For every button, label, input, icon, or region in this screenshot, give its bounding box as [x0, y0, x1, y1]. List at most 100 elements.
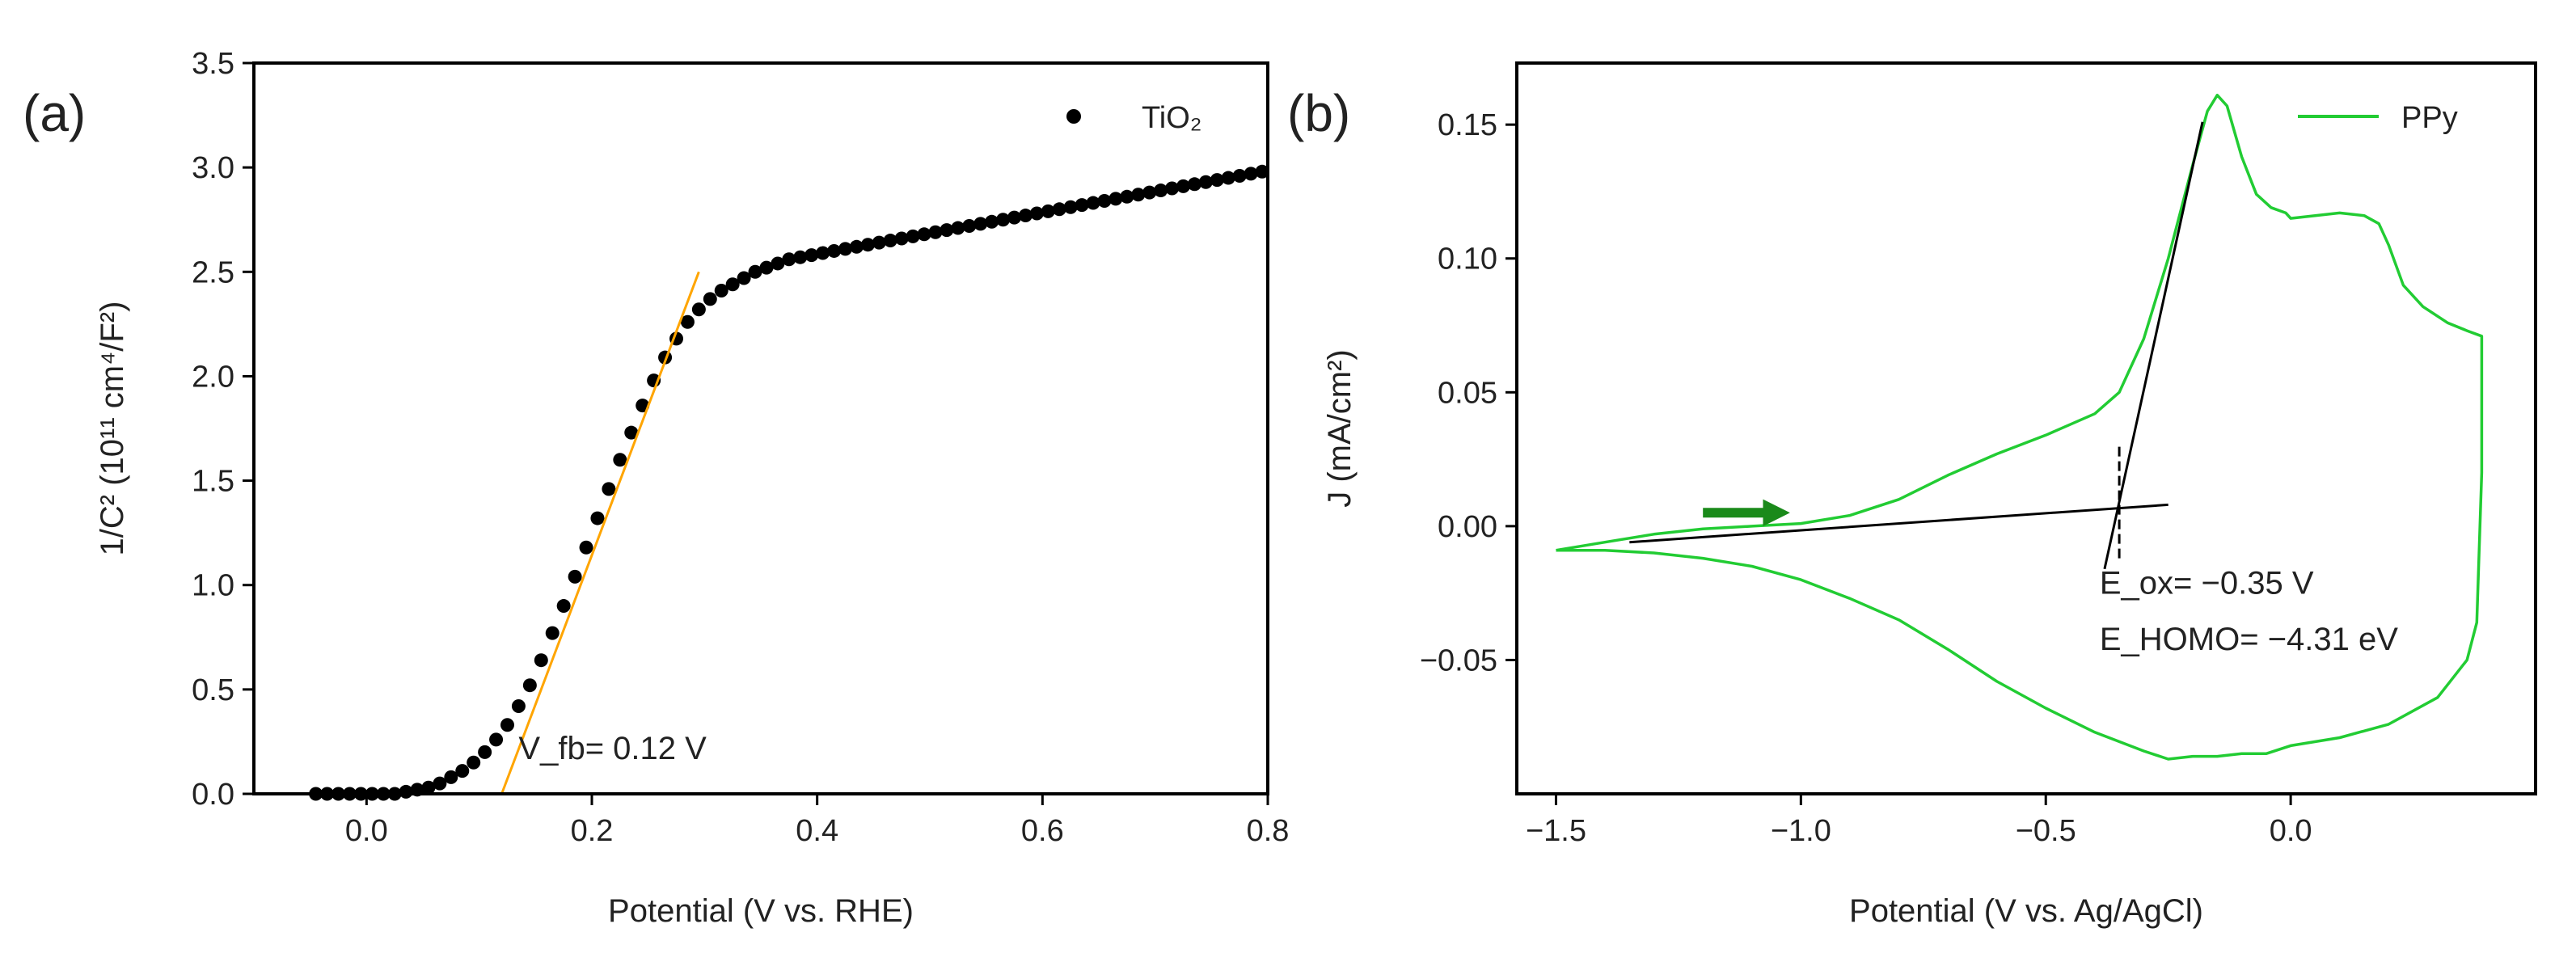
legend-b: PPy: [2298, 101, 2458, 135]
eox-annotation: E_ox= −0.35 V: [2100, 565, 2314, 601]
tio2-point: [534, 653, 548, 668]
tio2-point: [1187, 177, 1201, 192]
axes-frame-a: [252, 61, 1269, 795]
tio2-point: [985, 214, 999, 229]
tio2-point: [1154, 184, 1168, 198]
tio2-point: [1120, 189, 1134, 204]
plot-area-b: [1556, 93, 2484, 761]
tio2-point: [522, 678, 537, 693]
x-axis-label-a: Potential (V vs. RHE): [608, 893, 914, 929]
chart-panel-a: 0.0 0.2 0.4 0.6 0.8 0.0 0.5 1.0 1.5 2.0 2.5 3.0 3.5…: [95, 47, 1289, 929]
vfb-fit-line: [500, 271, 700, 795]
tio2-point: [511, 699, 526, 714]
ppy-cv-curve: [1556, 93, 2484, 761]
tio2-point: [613, 453, 627, 467]
tio2-point: [691, 302, 706, 317]
tio2-point: [1052, 202, 1066, 217]
legend-label-ppy: PPy: [2401, 101, 2458, 135]
tio2-point: [793, 250, 808, 264]
y-axis-b: −0.05 0.00 0.05 0.10 0.15: [1420, 108, 1517, 677]
tio2-point: [906, 229, 920, 243]
tio2-point: [1097, 193, 1112, 208]
tio2-point: [602, 482, 616, 496]
tio2-point: [804, 248, 819, 263]
tio2-point: [940, 223, 954, 238]
tio2-point: [759, 260, 774, 275]
tio2-point: [849, 239, 864, 254]
x-tick-label-b: −1.0: [1771, 814, 1831, 848]
tio2-point: [1131, 188, 1146, 202]
y-axis-label-b: J (mA/cm²): [1322, 349, 1358, 508]
x-tick-label-a: 0.6: [1021, 814, 1064, 848]
tio2-point: [1007, 210, 1021, 225]
y-tick-label-b: 0.05: [1438, 376, 1497, 410]
x-axis-label-b: Potential (V vs. Ag/AgCl): [1849, 893, 2203, 929]
tio2-point: [478, 745, 492, 759]
ehomo-annotation: E_HOMO= −4.31 eV: [2100, 622, 2398, 657]
y-tick-label-a: 2.0: [192, 360, 234, 394]
tio2-point: [1063, 200, 1078, 214]
y-tick-label-a: 3.5: [192, 47, 234, 81]
tio2-point: [883, 234, 897, 248]
tio2-point: [725, 277, 740, 292]
x-tick-label-b: −0.5: [2016, 814, 2076, 848]
vfb-annotation: V_fb= 0.12 V: [518, 731, 707, 766]
tio2-point: [680, 314, 695, 329]
tio2-point: [1165, 181, 1180, 196]
tio2-point: [917, 227, 931, 242]
tio2-point: [455, 764, 470, 778]
y-tick-label-a: 0.0: [192, 778, 234, 812]
tio2-point: [782, 252, 796, 267]
tio2-point: [579, 540, 593, 555]
y-tick-label-b: 0.00: [1438, 510, 1497, 544]
tio2-point: [1244, 167, 1258, 181]
tio2-point: [872, 235, 886, 250]
y-axis-a: 0.0 0.5 1.0 1.5 2.0 2.5 3.0 3.5: [192, 47, 254, 812]
tio2-point: [748, 264, 762, 279]
panel-label-b: (b): [1287, 84, 1350, 142]
x-tick-label-b: −1.5: [1526, 814, 1586, 848]
tio2-point: [816, 246, 830, 260]
y-tick-label-a: 1.5: [192, 465, 234, 499]
y-tick-label-b: −0.05: [1420, 643, 1497, 677]
tio2-point: [1018, 209, 1033, 223]
tio2-point: [1142, 185, 1157, 200]
tio2-point: [433, 776, 447, 791]
chart-panel-b: −1.5 −1.0 −0.5 0.0 −0.05 0.00 0.05 0.10 0.15 Po…: [1322, 61, 2537, 929]
y-tick-label-a: 0.5: [192, 673, 234, 707]
tio2-point: [951, 221, 965, 235]
tio2-point: [928, 225, 943, 239]
y-tick-label-a: 1.0: [192, 569, 234, 603]
tio2-point: [714, 284, 728, 298]
y-tick-label-a: 3.0: [192, 151, 234, 185]
tio2-point: [489, 732, 504, 747]
tio2-series: [309, 164, 1269, 801]
x-tick-label-a: 0.0: [345, 814, 388, 848]
tio2-point: [444, 770, 458, 784]
y-tick-label-b: 0.15: [1438, 108, 1497, 142]
tio2-point: [1086, 196, 1100, 210]
x-tick-label-a: 0.8: [1247, 814, 1290, 848]
tio2-point: [568, 569, 582, 584]
tio2-point: [624, 425, 639, 440]
legend-a: TiO₂: [1066, 101, 1202, 135]
x-axis-a: 0.0 0.2 0.4 0.6 0.8: [345, 794, 1289, 848]
axes-frame-b: [1515, 61, 2537, 795]
tio2-point: [590, 511, 605, 525]
tio2-point: [996, 213, 1011, 227]
tio2-point: [1255, 164, 1269, 179]
tio2-point: [421, 780, 436, 795]
tio2-point: [827, 243, 842, 258]
baseline-fit-line: [1629, 503, 2168, 544]
y-axis-label-a: 1/C² (10¹¹ cm⁴/F²): [95, 302, 130, 556]
y-tick-label-a: 2.5: [192, 255, 234, 289]
tio2-point: [737, 271, 751, 285]
onset-fit-line: [2103, 121, 2204, 570]
tio2-point: [894, 231, 909, 246]
plot-area-a: [309, 164, 1269, 801]
tio2-point: [1029, 206, 1044, 221]
tio2-point: [860, 238, 875, 252]
tio2-point: [1232, 168, 1247, 183]
tio2-point: [1109, 192, 1123, 206]
